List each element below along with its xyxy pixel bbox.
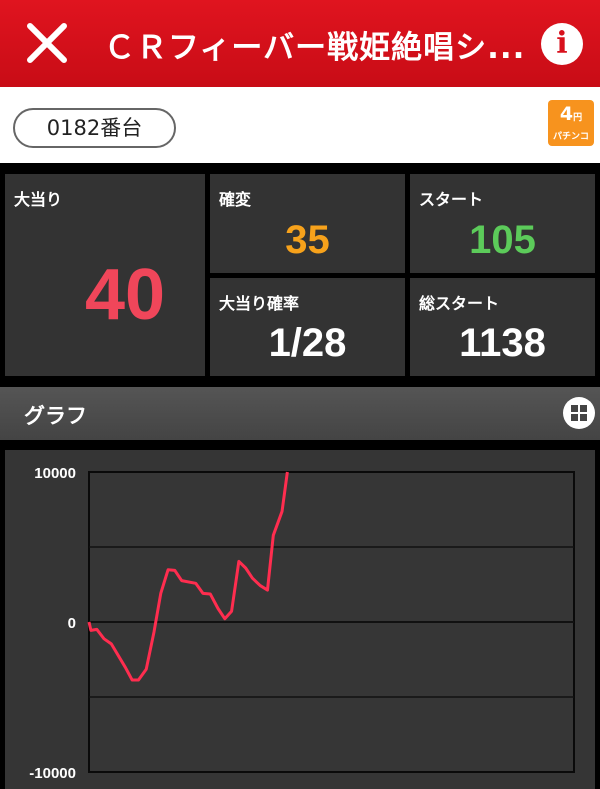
stat-start: スタート 105 — [410, 174, 595, 273]
grid-icon[interactable] — [563, 397, 595, 429]
stat-total-start: 総スタート 1138 — [410, 278, 595, 376]
chart-panel — [5, 450, 595, 789]
stat-hit-rate: 大当り確率 1/28 — [210, 278, 405, 376]
machine-bar: 0182番台 4円 パチンコ — [0, 87, 600, 163]
badge-amount: 4 — [559, 103, 574, 125]
stat-value: 105 — [469, 218, 536, 262]
stat-label: 大当り確率 — [219, 294, 300, 313]
stat-kakuhen: 確変 35 — [210, 174, 405, 273]
stat-label: 確変 — [219, 190, 252, 209]
page-title: ＣＲフィーバー戦姫絶唱シ... — [104, 30, 526, 66]
stat-value: 1/28 — [268, 321, 347, 365]
stat-value: 1138 — [459, 321, 546, 365]
stat-value: 35 — [285, 218, 330, 262]
stat-value: 40 — [84, 255, 166, 335]
stat-big-hits: 大当り 40 — [5, 174, 205, 376]
close-icon[interactable] — [26, 22, 68, 64]
stat-label: 大当り — [14, 190, 63, 209]
badge-type: パチンコ — [552, 132, 589, 142]
stat-label: スタート — [419, 190, 484, 209]
info-icon[interactable]: i — [541, 23, 583, 65]
graph-section-header: グラフ — [0, 387, 600, 440]
stat-label: 総スタート — [419, 294, 500, 313]
machine-number-button[interactable]: 0182番台 — [13, 108, 176, 148]
badge-unit: 円 — [573, 113, 583, 123]
rate-badge: 4円 パチンコ — [548, 100, 594, 146]
header-bar: ＣＲフィーバー戦姫絶唱シ... i — [0, 0, 600, 87]
graph-title: グラフ — [24, 404, 87, 428]
